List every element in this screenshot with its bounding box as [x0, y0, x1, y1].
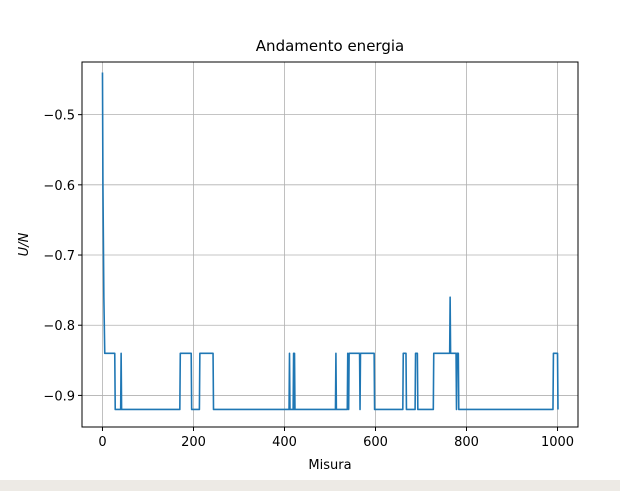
y-tick-label: −0.7: [43, 249, 75, 264]
x-tick-label: 800: [454, 435, 479, 450]
plot-area-frame: [81, 61, 579, 428]
y-tick-label: −0.9: [43, 389, 75, 404]
y-tick-label: −0.6: [43, 179, 75, 194]
y-tick-label: −0.5: [43, 109, 75, 124]
chart-title: Andamento energia: [256, 37, 404, 55]
series-layer: [101, 72, 559, 411]
energy-line-chart: 0 200 400 600 800 1000 −0.9 −0.8 −0.7 −0.6 −0.5 An…: [0, 0, 620, 480]
y-tick-label: −0.8: [43, 319, 75, 334]
axis-ticks: 0 200 400 600 800 1000 −0.9 −0.8 −0.7 −0.6 −0.5: [43, 109, 574, 450]
energy-series-line: [101, 72, 559, 411]
grid-lines: [82, 62, 578, 427]
y-axis-label: U/N: [17, 232, 32, 256]
x-tick-label: 600: [363, 435, 388, 450]
x-tick-label: 1000: [541, 435, 574, 450]
x-tick-label: 200: [181, 435, 206, 450]
window-bottom-strip: [0, 480, 620, 491]
figure-background: [0, 0, 620, 480]
x-axis-label: Misura: [308, 458, 351, 473]
x-tick-label: 0: [98, 435, 106, 450]
x-tick-label: 400: [272, 435, 297, 450]
